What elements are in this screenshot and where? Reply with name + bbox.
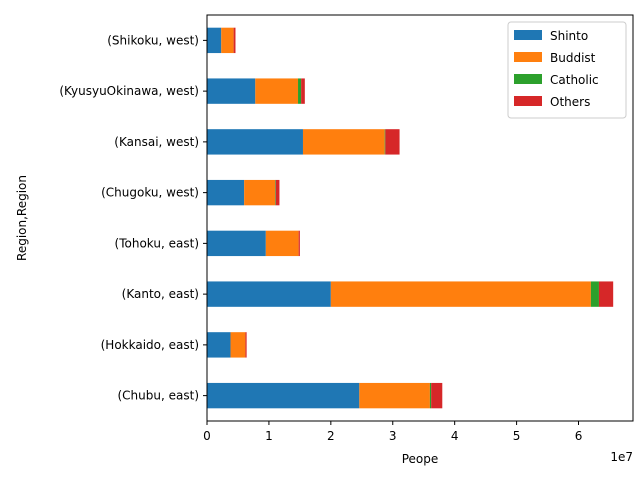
bar-catholic-kansai-west xyxy=(384,129,386,155)
legend-frame xyxy=(507,21,627,119)
x-tick-label: 1 xyxy=(265,429,273,443)
y-tick-label: (Chubu, east) xyxy=(118,389,200,403)
bar-shinto-tohoku-east xyxy=(207,230,266,257)
y-axis-label: Region,Region xyxy=(15,175,29,261)
bar-buddist-kanto-east xyxy=(330,281,591,307)
bar-shinto-kanto-east xyxy=(207,281,331,307)
x-tick-label: 3 xyxy=(389,429,397,443)
y-tick-label: (Hokkaido, east) xyxy=(101,338,199,352)
y-tick-label: (Chugoku, west) xyxy=(101,186,199,200)
x-tick-label: 0 xyxy=(203,429,211,443)
y-axis: (Chubu, east) (Hokkaido, east) (Kanto, eas… xyxy=(59,33,207,403)
legend-label-others: Others xyxy=(550,95,590,109)
legend-label-catholic: Catholic xyxy=(550,73,599,87)
bar-others-chubu-east xyxy=(431,382,443,409)
bar-shinto-chugoku-west xyxy=(207,179,245,206)
bars-layer xyxy=(207,27,614,409)
bar-buddist-chubu-east xyxy=(359,382,430,409)
bar-shinto-kansai-west xyxy=(207,129,303,155)
y-tick-label: (Kanto, east) xyxy=(122,287,199,301)
x-tick-label: 5 xyxy=(513,429,521,443)
legend-swatch-catholic xyxy=(514,74,542,84)
legend-label-buddist: Buddist xyxy=(550,51,596,65)
y-tick-label: (Shikoku, west) xyxy=(107,33,199,47)
y-tick-label: (KyusyuOkinawa, west) xyxy=(59,84,199,98)
bar-catholic-kanto-east xyxy=(590,281,599,307)
legend: Shinto Buddist Catholic Others xyxy=(507,21,627,119)
bar-buddist-shikoku-west xyxy=(221,27,234,54)
x-tick-label: 6 xyxy=(575,429,583,443)
x-axis-label: Peope xyxy=(402,452,439,466)
bar-catholic-chubu-east xyxy=(429,382,432,409)
legend-swatch-shinto xyxy=(514,30,542,40)
bar-others-kansai-west xyxy=(385,129,400,155)
y-tick-label: (Kansai, west) xyxy=(114,135,199,149)
legend-swatch-buddist xyxy=(514,52,542,62)
x-axis: 0 1 2 3 4 5 6 xyxy=(203,421,582,443)
bar-others-shikoku-west xyxy=(233,27,236,54)
y-tick-label: (Tohoku, east) xyxy=(115,236,199,250)
bar-catholic-kyusyuokinawa-west xyxy=(298,78,302,104)
bar-buddist-chugoku-west xyxy=(244,179,276,206)
bar-buddist-tohoku-east xyxy=(265,230,299,257)
x-tick-label: 4 xyxy=(451,429,459,443)
bar-others-chugoku-west xyxy=(275,179,280,206)
x-axis-offset-label: 1e7 xyxy=(610,450,633,464)
bar-shinto-chubu-east xyxy=(207,382,360,409)
legend-swatch-others xyxy=(514,96,542,106)
plot-frame xyxy=(206,14,634,422)
bar-others-hokkaido-east xyxy=(245,332,247,358)
bar-shinto-shikoku-west xyxy=(207,27,222,54)
x-tick-label: 2 xyxy=(327,429,335,443)
bar-buddist-hokkaido-east xyxy=(230,332,246,358)
bar-buddist-kansai-west xyxy=(302,129,385,155)
bar-shinto-hokkaido-east xyxy=(207,332,231,358)
legend-label-shinto: Shinto xyxy=(550,29,588,43)
bar-buddist-kyusyuokinawa-west xyxy=(255,78,299,104)
bar-shinto-kyusyuokinawa-west xyxy=(207,78,256,104)
bar-others-tohoku-east xyxy=(298,230,300,257)
bar-others-kyusyuokinawa-west xyxy=(301,78,305,104)
bar-catholic-chugoku-west xyxy=(275,179,276,206)
bar-others-kanto-east xyxy=(598,281,614,307)
